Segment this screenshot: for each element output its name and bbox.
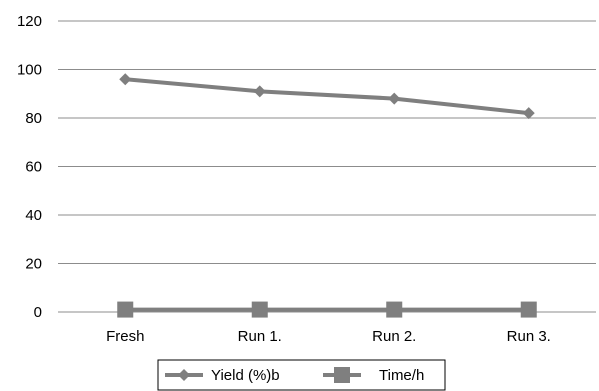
- data-point: [117, 301, 134, 318]
- x-tick-label: Run 3.: [507, 328, 551, 345]
- data-point: [522, 107, 535, 120]
- series-1: [119, 73, 535, 120]
- y-tick-label: 100: [17, 62, 42, 79]
- y-tick-label: 80: [25, 110, 42, 127]
- y-tick-label: 0: [34, 304, 42, 321]
- y-tick-label: 120: [17, 13, 42, 30]
- legend-items: Yield (%)b Time/h: [165, 367, 424, 384]
- data-point: [520, 301, 537, 318]
- gridlines: [58, 20, 596, 313]
- legend: Yield (%)b Time/h: [157, 359, 446, 391]
- x-tick-label: Run 2.: [372, 328, 416, 345]
- legend-marker: [334, 367, 350, 383]
- data-point: [253, 85, 266, 98]
- legend-box: [157, 359, 446, 391]
- y-tick-label: 20: [25, 256, 42, 273]
- data-point: [386, 301, 403, 318]
- data-point: [388, 92, 401, 105]
- x-axis-ticks: Fresh Run 1. Run 2. Run 3.: [106, 328, 551, 345]
- legend-label: Yield (%)b: [211, 367, 280, 384]
- y-tick-label: 60: [25, 159, 42, 176]
- series-2: [117, 301, 537, 318]
- data-point: [119, 73, 132, 86]
- y-tick-label: 40: [25, 207, 42, 224]
- x-tick-label: Fresh: [106, 328, 144, 345]
- data-point: [251, 301, 268, 318]
- y-axis-ticks: 0 20 40 60 80 100 120: [17, 13, 42, 321]
- legend-marker: [178, 369, 190, 381]
- legend-item: Yield (%)b: [165, 367, 280, 384]
- x-tick-label: Run 1.: [238, 328, 282, 345]
- legend-label: Time/h: [379, 367, 424, 384]
- series-layer: [117, 73, 537, 318]
- legend-item: Time/h: [323, 367, 424, 384]
- series-line: [125, 77, 529, 116]
